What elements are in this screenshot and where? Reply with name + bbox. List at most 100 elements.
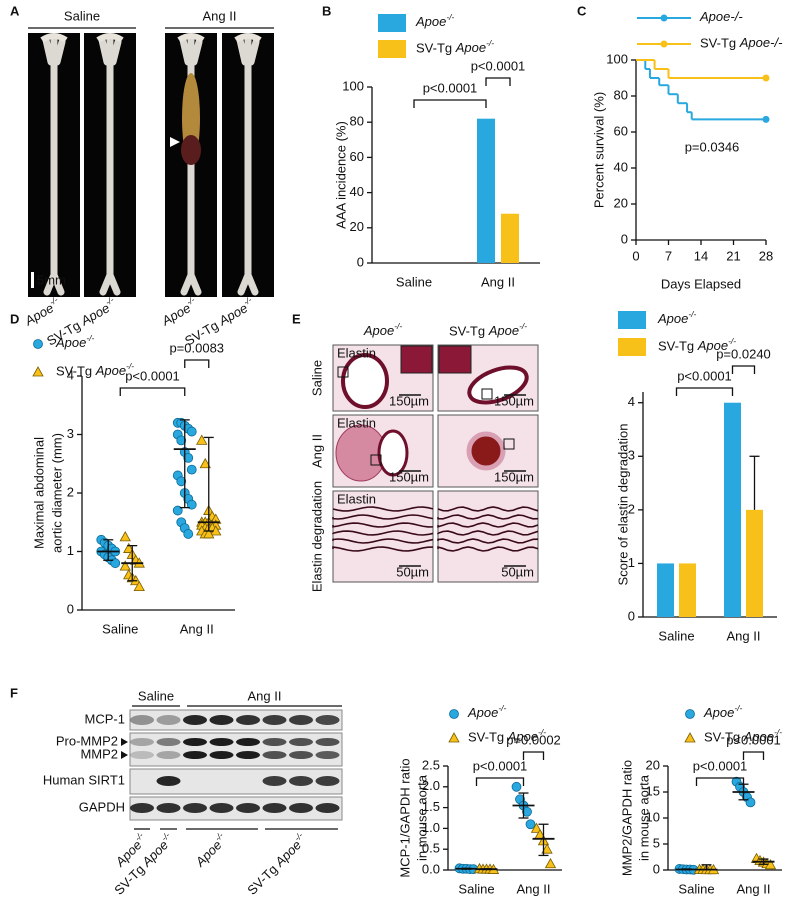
significance-bracket	[675, 387, 734, 396]
stain-label: Elastin	[337, 491, 376, 506]
lane-label: SV-Tg Apoe-/-	[243, 830, 311, 898]
blot-band	[130, 803, 154, 813]
roi	[481, 388, 493, 400]
bar	[477, 118, 495, 264]
blot-band	[262, 715, 287, 725]
blot-band	[156, 751, 181, 759]
y-tick-label: 1.0	[422, 820, 440, 835]
elastin-fiber	[332, 506, 434, 512]
annotation: p<0.0001	[726, 732, 781, 747]
y-tick-label: 60	[614, 123, 628, 138]
scale-label: 150µm	[494, 393, 534, 408]
legend-label: SV-Tg Apoe-/-	[56, 361, 134, 378]
blot-band	[156, 803, 181, 813]
aorta	[179, 34, 203, 296]
point	[199, 457, 211, 469]
blot-row-label: MCP-1	[85, 711, 125, 726]
legend-label: Apoe-/-	[657, 309, 697, 326]
significance-bracket	[413, 99, 487, 108]
x-tick-label: Saline	[102, 621, 138, 636]
aorta	[98, 34, 122, 296]
significance-bracket	[731, 365, 756, 374]
annotation: p=0.0346	[685, 139, 740, 154]
vessel-wall	[467, 365, 529, 405]
annotation: p<0.0001	[473, 758, 528, 773]
blot-band	[315, 803, 340, 813]
elastin-fiber	[332, 514, 434, 520]
legend-label: Apoe-/-	[703, 703, 743, 720]
histology-image	[437, 490, 539, 583]
y-tick-label: 100	[606, 51, 628, 66]
photo-label: Apoe-/-	[158, 295, 201, 330]
histology-image	[332, 490, 434, 583]
blot-band	[262, 776, 287, 786]
arrowhead	[170, 137, 180, 147]
elastin-fiber	[437, 538, 539, 544]
blot-row-label: GAPDH	[79, 799, 125, 814]
y-axis-label: Score of elastin degradation	[615, 424, 630, 586]
x-tick-label: Ang II	[517, 881, 551, 896]
y-tick-label: 80	[350, 114, 364, 129]
annotation: p=0.0240	[716, 346, 771, 361]
blot-band	[315, 738, 340, 746]
scale-label: 50µm	[396, 564, 429, 579]
legend-key	[378, 40, 406, 58]
point	[123, 542, 135, 553]
point	[183, 452, 194, 463]
elastin-fiber	[437, 522, 539, 528]
scale-label: 50µm	[501, 564, 534, 579]
blot-band	[209, 738, 234, 746]
significance-bracket	[522, 751, 545, 760]
blot-strip	[129, 796, 343, 821]
group-label: Ang II	[203, 8, 237, 23]
point	[530, 822, 543, 833]
vessel-wall	[466, 431, 506, 471]
legend-key	[618, 311, 646, 329]
y-tick-label: 100	[342, 78, 364, 93]
annotation: p<0.0001	[677, 368, 732, 383]
blot-band	[183, 738, 207, 746]
y-axis-label: MMP2/GAPDH ratio	[619, 760, 634, 876]
annotation: p=0.0083	[169, 340, 224, 355]
point	[119, 560, 131, 571]
y-axis-label: Maximal abdominal	[31, 437, 46, 549]
inset	[400, 345, 433, 374]
point	[522, 806, 532, 817]
legend-key	[660, 40, 668, 48]
panel-label: F	[10, 685, 18, 700]
y-tick-label: 0	[67, 601, 74, 616]
legend-label: SV-Tg Apoe-/-	[658, 336, 736, 353]
legend-key	[448, 732, 460, 743]
y-tick-label: 4	[628, 394, 635, 409]
aorta	[42, 34, 66, 296]
blot-band	[236, 715, 260, 725]
y-tick-label: 1	[67, 543, 74, 558]
elastin-fiber	[437, 530, 539, 536]
scale-label: 150µm	[389, 393, 429, 408]
x-tick-label: 0	[632, 248, 639, 263]
y-tick-label: 0.5	[422, 841, 440, 856]
bar	[679, 563, 696, 617]
column-header: Apoe-/-	[363, 321, 403, 338]
x-axis-label: Days Elapsed	[661, 276, 741, 291]
scale-label: 150µm	[389, 469, 429, 484]
point	[186, 499, 197, 510]
x-tick-label: Ang II	[180, 621, 214, 636]
row-label: Elastin degradation	[309, 481, 324, 592]
bar	[746, 509, 763, 617]
elastin-fiber	[437, 546, 539, 552]
aorta-top	[177, 33, 205, 43]
panel-label: C	[577, 3, 587, 18]
inset	[438, 345, 472, 374]
legend-key	[33, 339, 43, 349]
point	[172, 505, 183, 516]
group-label: Ang II	[248, 688, 282, 703]
y-tick-label: 15	[646, 783, 660, 798]
blot-band	[315, 776, 340, 786]
y-axis-label: AAA incidence (%)	[333, 121, 348, 229]
y-tick-label: 2	[67, 484, 74, 499]
significance-bracket	[742, 751, 765, 760]
scale-label: 5mm	[37, 272, 66, 287]
y-axis-label: in mouse aorta	[414, 774, 429, 861]
blot-band	[315, 715, 340, 725]
